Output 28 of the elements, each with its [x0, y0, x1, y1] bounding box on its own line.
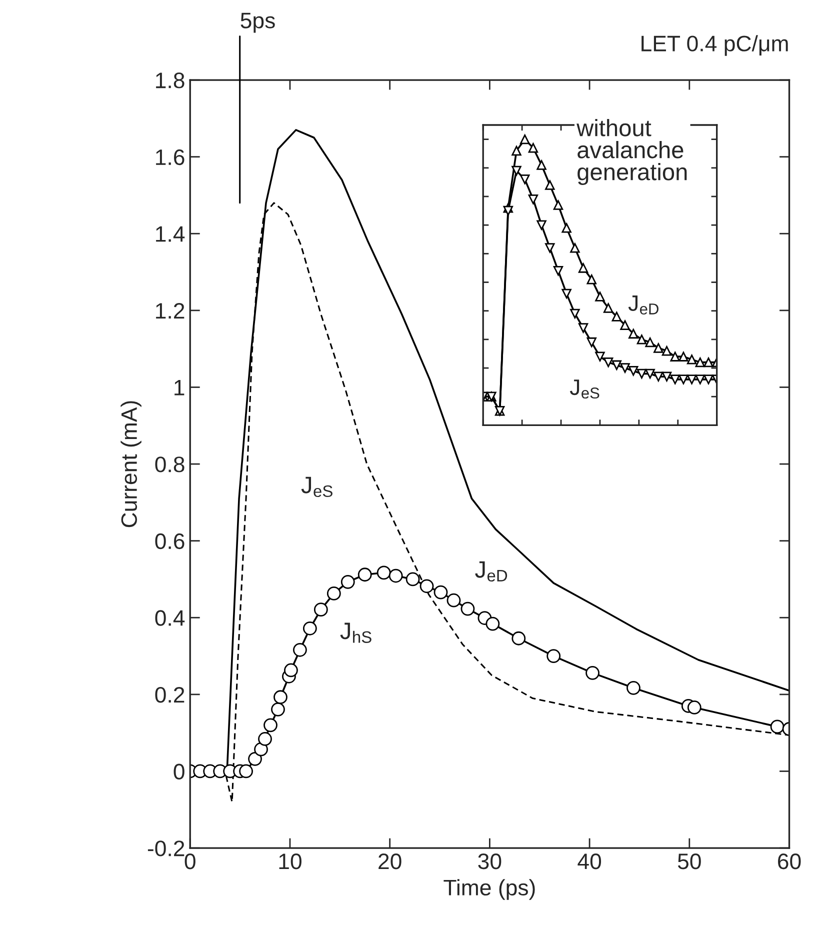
text: 5ps	[240, 12, 275, 33]
y-tick-label: 0.8	[155, 456, 184, 472]
y-tick-label: 0.2	[155, 686, 184, 703]
series-label: J$_{eS}$	[301, 476, 332, 498]
annotation: without avalanche generation	[576, 119, 687, 186]
x-axis-title: Time (ps)	[444, 879, 535, 900]
y-tick-label: 1.8	[156, 72, 184, 88]
y-tick-label: 1.4	[156, 226, 185, 242]
x-tick-label: 20	[378, 853, 402, 870]
x-tick-label: 50	[678, 853, 701, 870]
y-axis-title: Current (mA)	[120, 401, 142, 528]
series-label: J$_{eS}$	[570, 380, 600, 399]
y-tick-label: 0	[174, 764, 184, 780]
y-tick-label: 1.6	[156, 149, 184, 166]
y-tick-label: 1	[174, 380, 184, 396]
x-tick-label: 30	[478, 853, 502, 870]
text: LET 0.4 pC/μm	[642, 35, 788, 56]
x-tick-label: 60	[778, 853, 801, 870]
y-tick-label: -0.2	[148, 840, 184, 856]
series-label: J$_{hS}$	[340, 622, 372, 643]
series-label: J$_{eD}$	[628, 296, 658, 314]
x-tick-label: 10	[279, 853, 302, 870]
y-tick-label: 0.6	[155, 533, 184, 550]
y-tick-label: 0.4	[155, 610, 185, 626]
series-label: J$_{eD}$	[475, 561, 508, 582]
x-tick-label: 40	[578, 853, 602, 870]
y-tick-label: 1.2	[156, 302, 184, 318]
x-tick-label: 0	[184, 853, 196, 870]
